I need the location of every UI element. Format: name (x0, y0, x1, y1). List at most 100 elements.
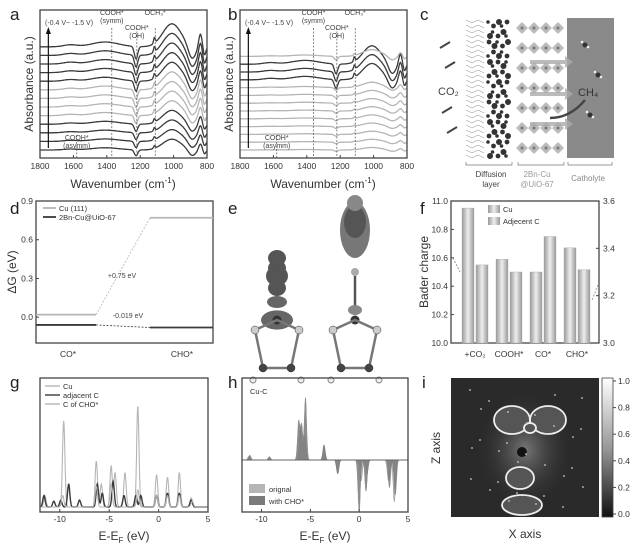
catalyst-particle (491, 49, 496, 55)
colorbar-ticks: 1.0 0.8 0.6 0.4 0.2 0.0 (613, 376, 630, 519)
y-axis-label-a: Absorbance (a.u.) (22, 36, 36, 131)
spectrum-curve (240, 54, 408, 82)
dos-curve (39, 479, 208, 508)
catalyst-particle (505, 99, 511, 105)
y2-tick-label: 3.0 (603, 338, 615, 348)
pdos-plot-h: -10 -5 0 5 orignal with CHO* (242, 397, 411, 524)
spectrum-curve (40, 90, 208, 117)
spectrum-curve (40, 109, 208, 133)
spectrum-curve (240, 62, 408, 90)
cu-site (532, 146, 536, 150)
spectrum-curve (40, 32, 208, 68)
cu-site (532, 126, 536, 130)
cu-site (520, 146, 524, 150)
peak-sublabel: (asymm) (263, 143, 290, 150)
bar-adjacent-c (577, 269, 591, 344)
x-category-label: CHO* (171, 349, 194, 359)
y-tick-label: 10.4 (431, 281, 448, 291)
spectrum-curve (240, 48, 408, 61)
x-category-label: CHO* (566, 349, 589, 359)
catalyst-particle (504, 139, 510, 145)
delta-label: +0.75 eV (108, 273, 137, 280)
co2-molecule-icon (446, 126, 458, 134)
x-axis-label-b: Wavenumber (cm-1) (270, 176, 375, 191)
cu-site (520, 86, 524, 90)
catalyst-particle (491, 143, 496, 149)
density-speck (480, 408, 482, 410)
catalyst-particle (500, 69, 505, 75)
y-tick-label: 10.8 (431, 224, 448, 234)
density-speck (534, 414, 536, 416)
legend-label: Cu (111) (59, 204, 88, 213)
h-atom (591, 115, 595, 119)
plot-frame-d (35, 200, 214, 344)
density-speck (479, 439, 481, 441)
potential-range-label: (-0.4 V~ -1.5 V) (245, 20, 293, 27)
density-speck (571, 467, 573, 469)
spectrum-curve (240, 138, 408, 145)
y-tick-label: 10.6 (431, 253, 448, 263)
panel-label-d: d (10, 199, 19, 218)
catalyst-particle (500, 123, 507, 129)
spectrum-curve (40, 119, 208, 141)
x-tick-label: -5 (105, 514, 113, 524)
h-atom (585, 110, 589, 114)
cu-site (544, 146, 548, 150)
peak-sublabel: (symm) (302, 18, 325, 25)
peak-label: OCH₃* (345, 10, 366, 17)
electrode-schematic (439, 18, 614, 166)
cu-site (544, 26, 548, 30)
legend-swatch (249, 496, 265, 505)
density-speck (563, 475, 565, 477)
density-speck (497, 481, 499, 483)
catalyst-particle (491, 43, 498, 49)
catalyst-particle (504, 60, 508, 64)
dos-curve (40, 406, 208, 508)
legend-label: 2Bn-Cu@UiO-67 (59, 213, 116, 222)
legend-swatch (488, 205, 500, 213)
ch4-molecule-icon (582, 42, 588, 48)
panel-label-a: a (10, 5, 20, 24)
peak-label: COOH* (325, 25, 349, 32)
carbon-mesh (465, 144, 485, 149)
ch4-molecule-icon (595, 72, 601, 78)
catalyst-particle (504, 120, 508, 124)
ring-atom (364, 363, 374, 373)
panel-label-i: i (422, 373, 426, 392)
y-axis-label-f: Bader charge (417, 236, 431, 308)
co2-molecule-icon (441, 106, 453, 114)
carbon-mesh (465, 109, 485, 114)
plot-frame-b (239, 9, 408, 159)
carbon-mesh (465, 59, 485, 64)
density-speck (535, 503, 537, 505)
catalyst-particle (486, 140, 490, 144)
elf-heatmap (451, 378, 599, 517)
carbon-mesh (465, 19, 485, 24)
density-speck (526, 422, 528, 424)
catalyst-particle (504, 79, 510, 85)
catalyst-particle (487, 33, 493, 39)
peak-sublabel: (asymm) (63, 143, 90, 150)
catalyst-particle (486, 99, 492, 105)
panel-label-h: h (228, 373, 237, 392)
delta-label: -0.019 eV (113, 313, 144, 320)
y-axis-label-i: Z axis (429, 432, 443, 464)
cu-site (556, 46, 560, 50)
y-tick-label: 0.3 (21, 273, 33, 283)
density-speck (507, 411, 509, 413)
catalyst-particle (486, 114, 490, 118)
catalyst-particle (495, 33, 501, 39)
bar-chart-f: 10.0 10.2 10.4 10.6 10.8 11.0 3.0 3.2 3.4 3.6 +CO₂… (431, 196, 615, 359)
catalyst-particle (495, 40, 499, 44)
y2-tick-label: 3.4 (603, 243, 615, 253)
carbon-mesh (465, 94, 485, 99)
cu-site (532, 26, 536, 30)
density-contour (505, 466, 535, 490)
catalyst-particle (490, 30, 495, 34)
y-tick-label: 11.0 (432, 196, 448, 206)
carbon-mesh (465, 149, 485, 154)
x-axis-label-g: E-EF (eV) (99, 529, 150, 545)
